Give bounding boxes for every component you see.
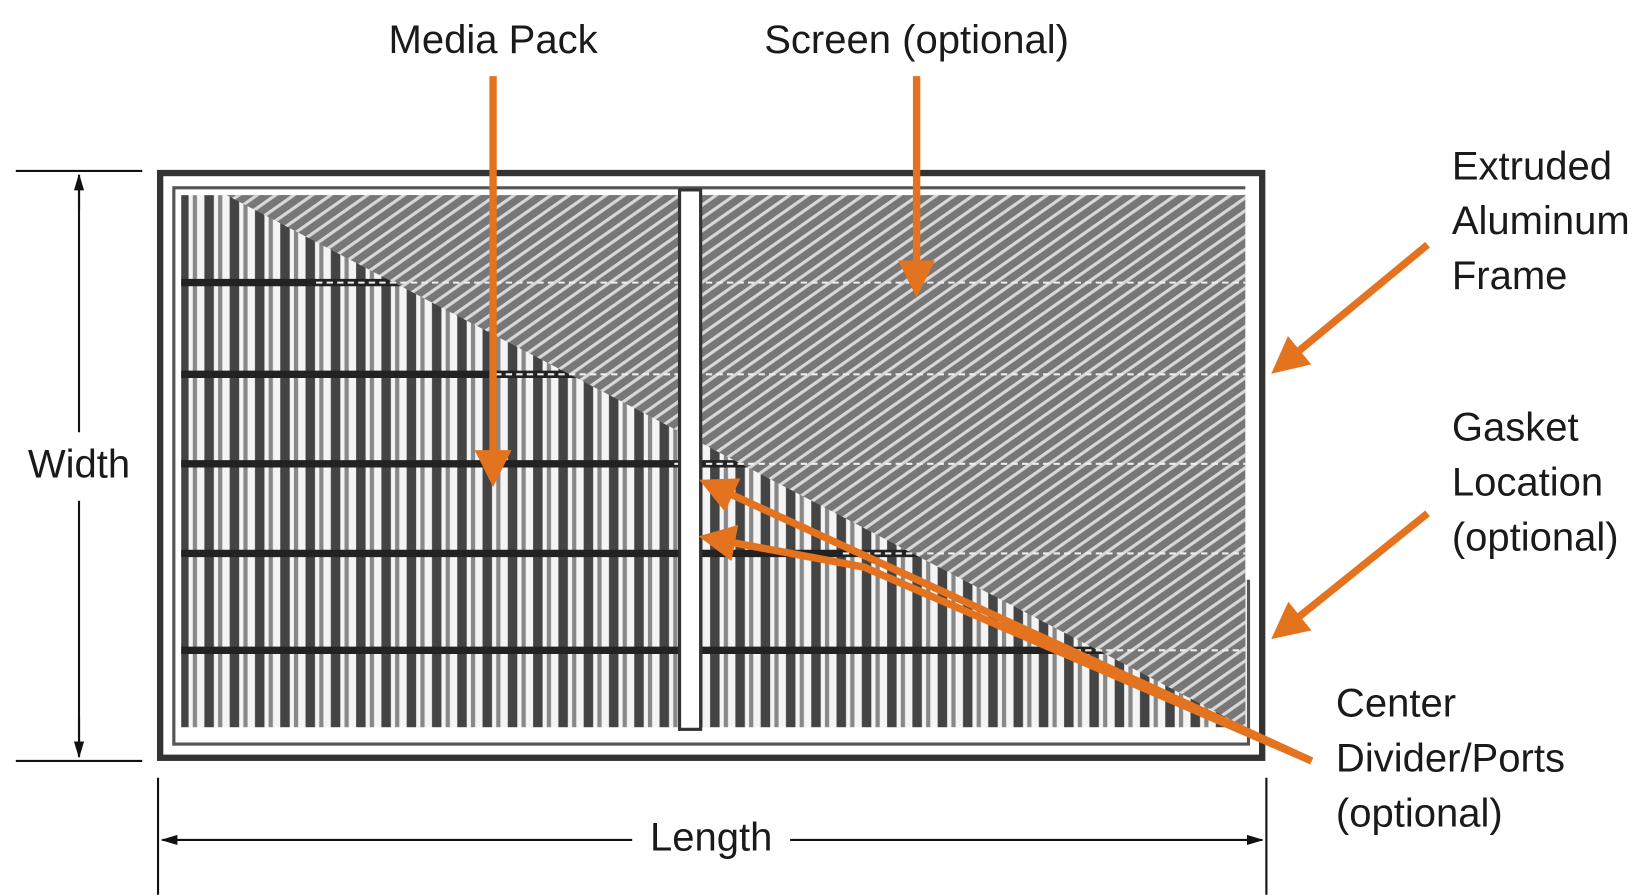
- label: Aluminum: [1452, 199, 1630, 243]
- label: Screen (optional): [764, 18, 1069, 62]
- label: Extruded: [1452, 144, 1612, 188]
- label: (optional): [1336, 791, 1503, 835]
- label: Frame: [1452, 254, 1568, 298]
- label: (optional): [1452, 515, 1619, 559]
- label: Location: [1452, 460, 1603, 504]
- label: Gasket: [1452, 406, 1579, 450]
- filter-diagram: Media Pack Screen (optional) Extruded Al…: [0, 0, 1652, 895]
- label: Media Pack: [389, 18, 599, 62]
- label: Center: [1336, 682, 1456, 726]
- dimension-label: Length: [650, 816, 772, 860]
- label: Divider/Ports: [1336, 737, 1565, 781]
- dimension-label: Width: [28, 443, 130, 487]
